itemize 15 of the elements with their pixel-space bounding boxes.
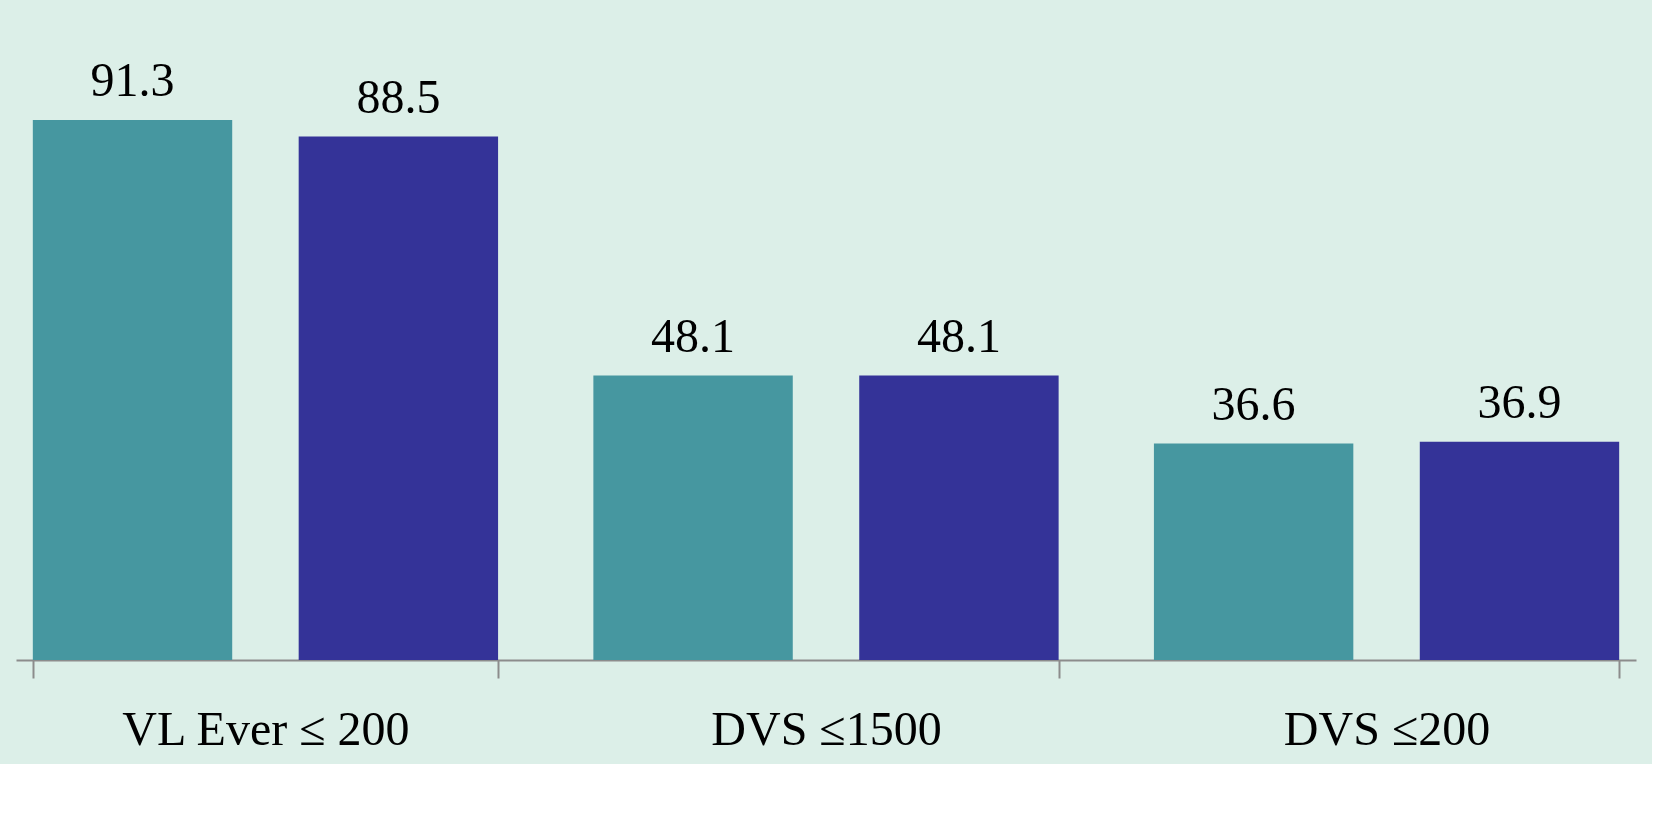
x-tick-label: VL Ever ≤ 200 xyxy=(122,701,410,755)
bar xyxy=(859,375,1059,660)
x-tick-label: DVS ≤1500 xyxy=(711,701,942,755)
data-label: 36.6 xyxy=(1211,376,1296,430)
data-label: 36.9 xyxy=(1477,374,1562,428)
bar xyxy=(298,136,499,660)
bar xyxy=(593,375,793,660)
x-tick-label: DVS ≤200 xyxy=(1283,701,1491,755)
bar xyxy=(1153,443,1354,660)
bar xyxy=(1419,441,1620,660)
data-label: 88.5 xyxy=(356,69,441,123)
data-label: 48.1 xyxy=(651,308,736,362)
bar xyxy=(32,120,233,660)
data-label: 48.1 xyxy=(916,308,1001,362)
data-label: 91.3 xyxy=(90,53,175,106)
